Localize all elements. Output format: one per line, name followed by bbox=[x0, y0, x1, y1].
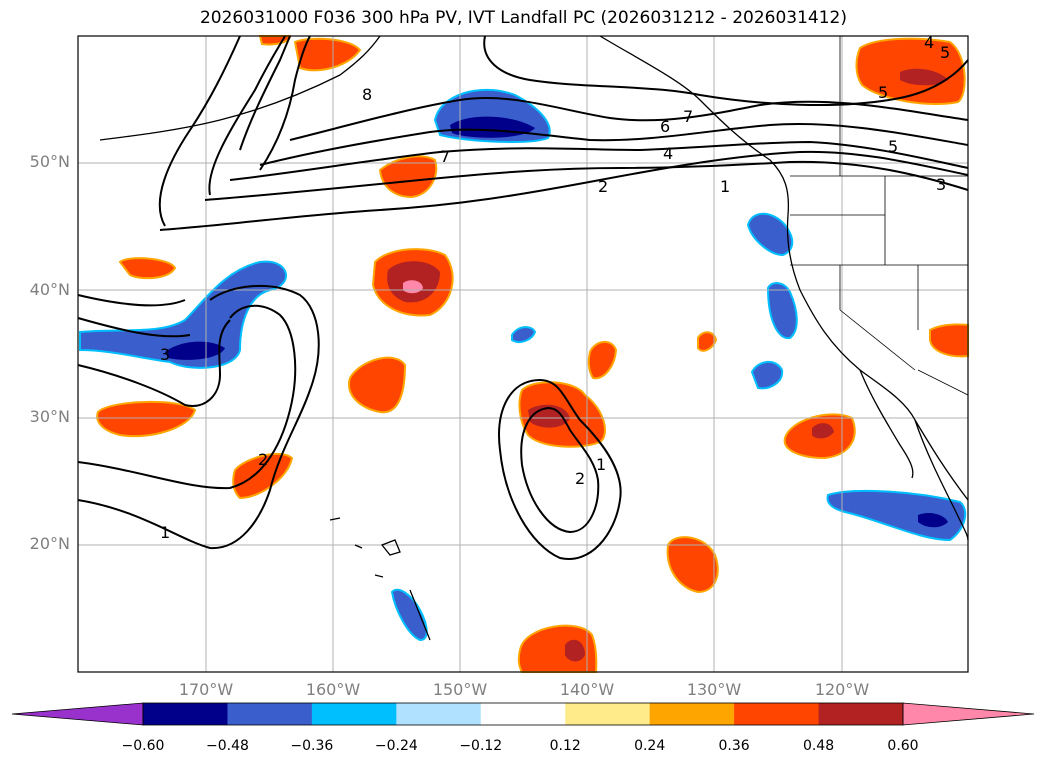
pos-region-top-left bbox=[258, 35, 292, 46]
contour-label: 4 bbox=[924, 33, 934, 52]
coast-north-america bbox=[599, 35, 969, 501]
lon-label-150w: 150°W bbox=[432, 680, 488, 699]
pos-core-baja bbox=[812, 423, 834, 439]
contour-west-mid bbox=[77, 317, 191, 338]
contour-label: 2 bbox=[258, 450, 268, 469]
coast-alaska-peninsula bbox=[99, 35, 381, 141]
lon-label-140w: 140°W bbox=[559, 680, 615, 699]
contour-west-1 bbox=[77, 284, 320, 550]
contour-8 bbox=[208, 35, 286, 196]
contour-label: 7 bbox=[683, 107, 693, 126]
gridlines bbox=[78, 36, 968, 672]
lat-label-30n: 30°N bbox=[29, 407, 70, 426]
contour-ring-3 bbox=[229, 140, 969, 181]
colorbar-tick-label: −0.60 bbox=[121, 738, 165, 754]
contour-center-inner bbox=[520, 406, 600, 534]
pos-region-north-pacific bbox=[378, 155, 438, 199]
lat-label-20n: 20°N bbox=[29, 534, 70, 553]
colorbar-tick-label: −0.36 bbox=[290, 738, 334, 754]
pos-region-mid-left bbox=[348, 356, 407, 414]
lat-label-50n: 50°N bbox=[29, 152, 70, 171]
contour-center-outer bbox=[498, 378, 622, 561]
neg-region-mexico bbox=[826, 490, 967, 542]
contour-label: 4 bbox=[663, 144, 673, 163]
neg-region-california bbox=[766, 282, 798, 340]
contour-outer-north bbox=[158, 35, 241, 227]
colorbar-tick-label: −0.48 bbox=[205, 738, 249, 754]
contour-west-3 bbox=[77, 319, 231, 407]
contour-top-loop bbox=[483, 35, 969, 107]
contour-7a bbox=[259, 35, 311, 171]
lon-label-160w: 160°W bbox=[305, 680, 361, 699]
colorbar-tick-label: 0.36 bbox=[718, 738, 750, 754]
map-title: 2026031000 F036 300 hPa PV, IVT Landfall… bbox=[199, 8, 847, 28]
pos-region-bottom bbox=[517, 624, 598, 673]
coastlines bbox=[99, 35, 969, 641]
coast-mexico bbox=[914, 419, 969, 541]
lon-label-170w: 170°W bbox=[178, 680, 234, 699]
colorbar-tick-label: 0.48 bbox=[802, 738, 835, 754]
lat-label-40n: 40°N bbox=[29, 280, 70, 299]
contour-label: 3 bbox=[160, 345, 170, 364]
neg-region-tiny bbox=[511, 326, 537, 343]
contour-label: 7 bbox=[440, 147, 450, 166]
contour-west-top bbox=[77, 294, 186, 307]
contour-label: 8 bbox=[362, 85, 372, 104]
contour-ring-1 bbox=[159, 150, 969, 231]
hawaii-islands bbox=[329, 517, 431, 641]
pos-region-east-33n bbox=[929, 323, 969, 358]
contour-label: 1 bbox=[160, 523, 170, 542]
neg-core-mexico bbox=[918, 512, 948, 528]
pos-region-small-center bbox=[587, 341, 618, 380]
contour-label-group: 8 7 6 7 4 2 1 5 5 4 5 3 3 2 1 1 2 bbox=[160, 33, 950, 542]
pos-region-west-30n bbox=[96, 400, 197, 438]
colorbar-tick-label: 0.12 bbox=[549, 738, 581, 754]
contour-label: 1 bbox=[720, 177, 730, 196]
contour-label: 3 bbox=[936, 175, 946, 194]
contour-label: 5 bbox=[878, 83, 888, 102]
contour-label: 5 bbox=[888, 137, 898, 156]
pv-contours bbox=[77, 35, 969, 561]
neg-region-small bbox=[750, 361, 784, 390]
pos-region-small-nw bbox=[118, 257, 177, 280]
colorbar-tick-label: 0.24 bbox=[634, 738, 666, 754]
contour-label: 5 bbox=[940, 43, 950, 62]
anomaly-fills bbox=[79, 35, 969, 673]
neg-core-west-pacific bbox=[165, 341, 225, 360]
contour-label: 2 bbox=[598, 177, 608, 196]
contour-ring-5 bbox=[289, 97, 969, 141]
neg-region-hawaii bbox=[390, 588, 428, 642]
coast-baja bbox=[859, 369, 914, 479]
colorbar-tick-label: −0.12 bbox=[459, 738, 503, 754]
pos-core-ne-corner bbox=[900, 68, 948, 86]
pos-core-bottom bbox=[565, 639, 585, 662]
lon-label-130w: 130°W bbox=[686, 680, 742, 699]
pos-region-south-central bbox=[666, 536, 719, 594]
contour-label: 1 bbox=[596, 455, 606, 474]
contour-ring-4 bbox=[259, 123, 969, 166]
plot-frame bbox=[77, 35, 969, 673]
lon-label-120w: 120°W bbox=[814, 680, 870, 699]
contour-8b bbox=[239, 35, 291, 151]
contour-west-2 bbox=[77, 304, 297, 490]
contour-ring-2 bbox=[204, 160, 969, 201]
pos-region-small-east bbox=[697, 331, 718, 352]
colorbar-tick-label: 0.60 bbox=[887, 738, 919, 754]
contour-label: 2 bbox=[575, 469, 585, 488]
contour-label: 6 bbox=[660, 117, 670, 136]
neg-region-oregon bbox=[746, 212, 794, 257]
colorbar-tick-label: −0.24 bbox=[374, 738, 418, 754]
pos-region-top-aleutian bbox=[293, 37, 362, 72]
